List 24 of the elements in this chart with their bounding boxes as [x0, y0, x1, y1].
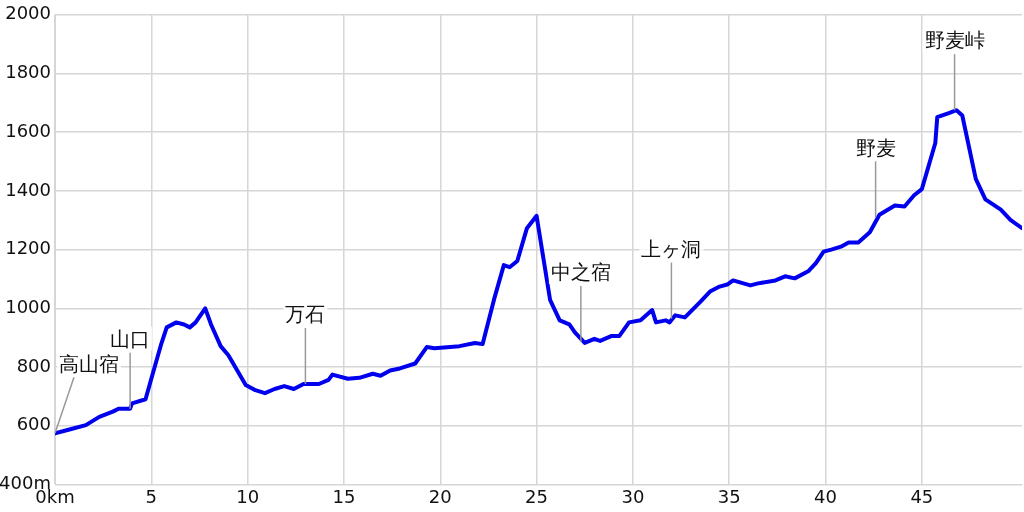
y-tick-label: 1600 — [5, 119, 51, 141]
y-tick-label: 1800 — [5, 61, 51, 83]
annotation: 山口 — [110, 326, 151, 351]
annotation: 万石 — [285, 302, 326, 327]
x-tick-label: 25 — [525, 485, 549, 507]
annotation: 中之宿 — [550, 260, 611, 285]
x-tick-label: 35 — [717, 485, 741, 507]
annotation: 上ヶ洞 — [641, 236, 702, 261]
y-tick-label: 1200 — [5, 237, 51, 259]
x-tick-label: 30 — [621, 485, 645, 507]
annotation: 野麦峠 — [924, 28, 985, 53]
y-tick-label: 1400 — [5, 178, 51, 200]
x-tick-label: 40 — [814, 485, 837, 507]
x-tick-label: 10 — [236, 485, 260, 507]
annotation: 高山宿 — [59, 351, 119, 376]
y-tick-label: 2000 — [5, 2, 51, 24]
x-tick-label: 5 — [145, 485, 158, 507]
y-tick-label: 1000 — [5, 295, 51, 317]
x-tick-label: 20 — [428, 485, 452, 507]
y-tick-label: 800 — [16, 354, 51, 376]
annotation: 野麦 — [855, 135, 896, 160]
x-tick-label: 45 — [910, 485, 934, 507]
x-tick-label: 15 — [332, 485, 356, 507]
y-tick-label: 600 — [16, 413, 51, 435]
